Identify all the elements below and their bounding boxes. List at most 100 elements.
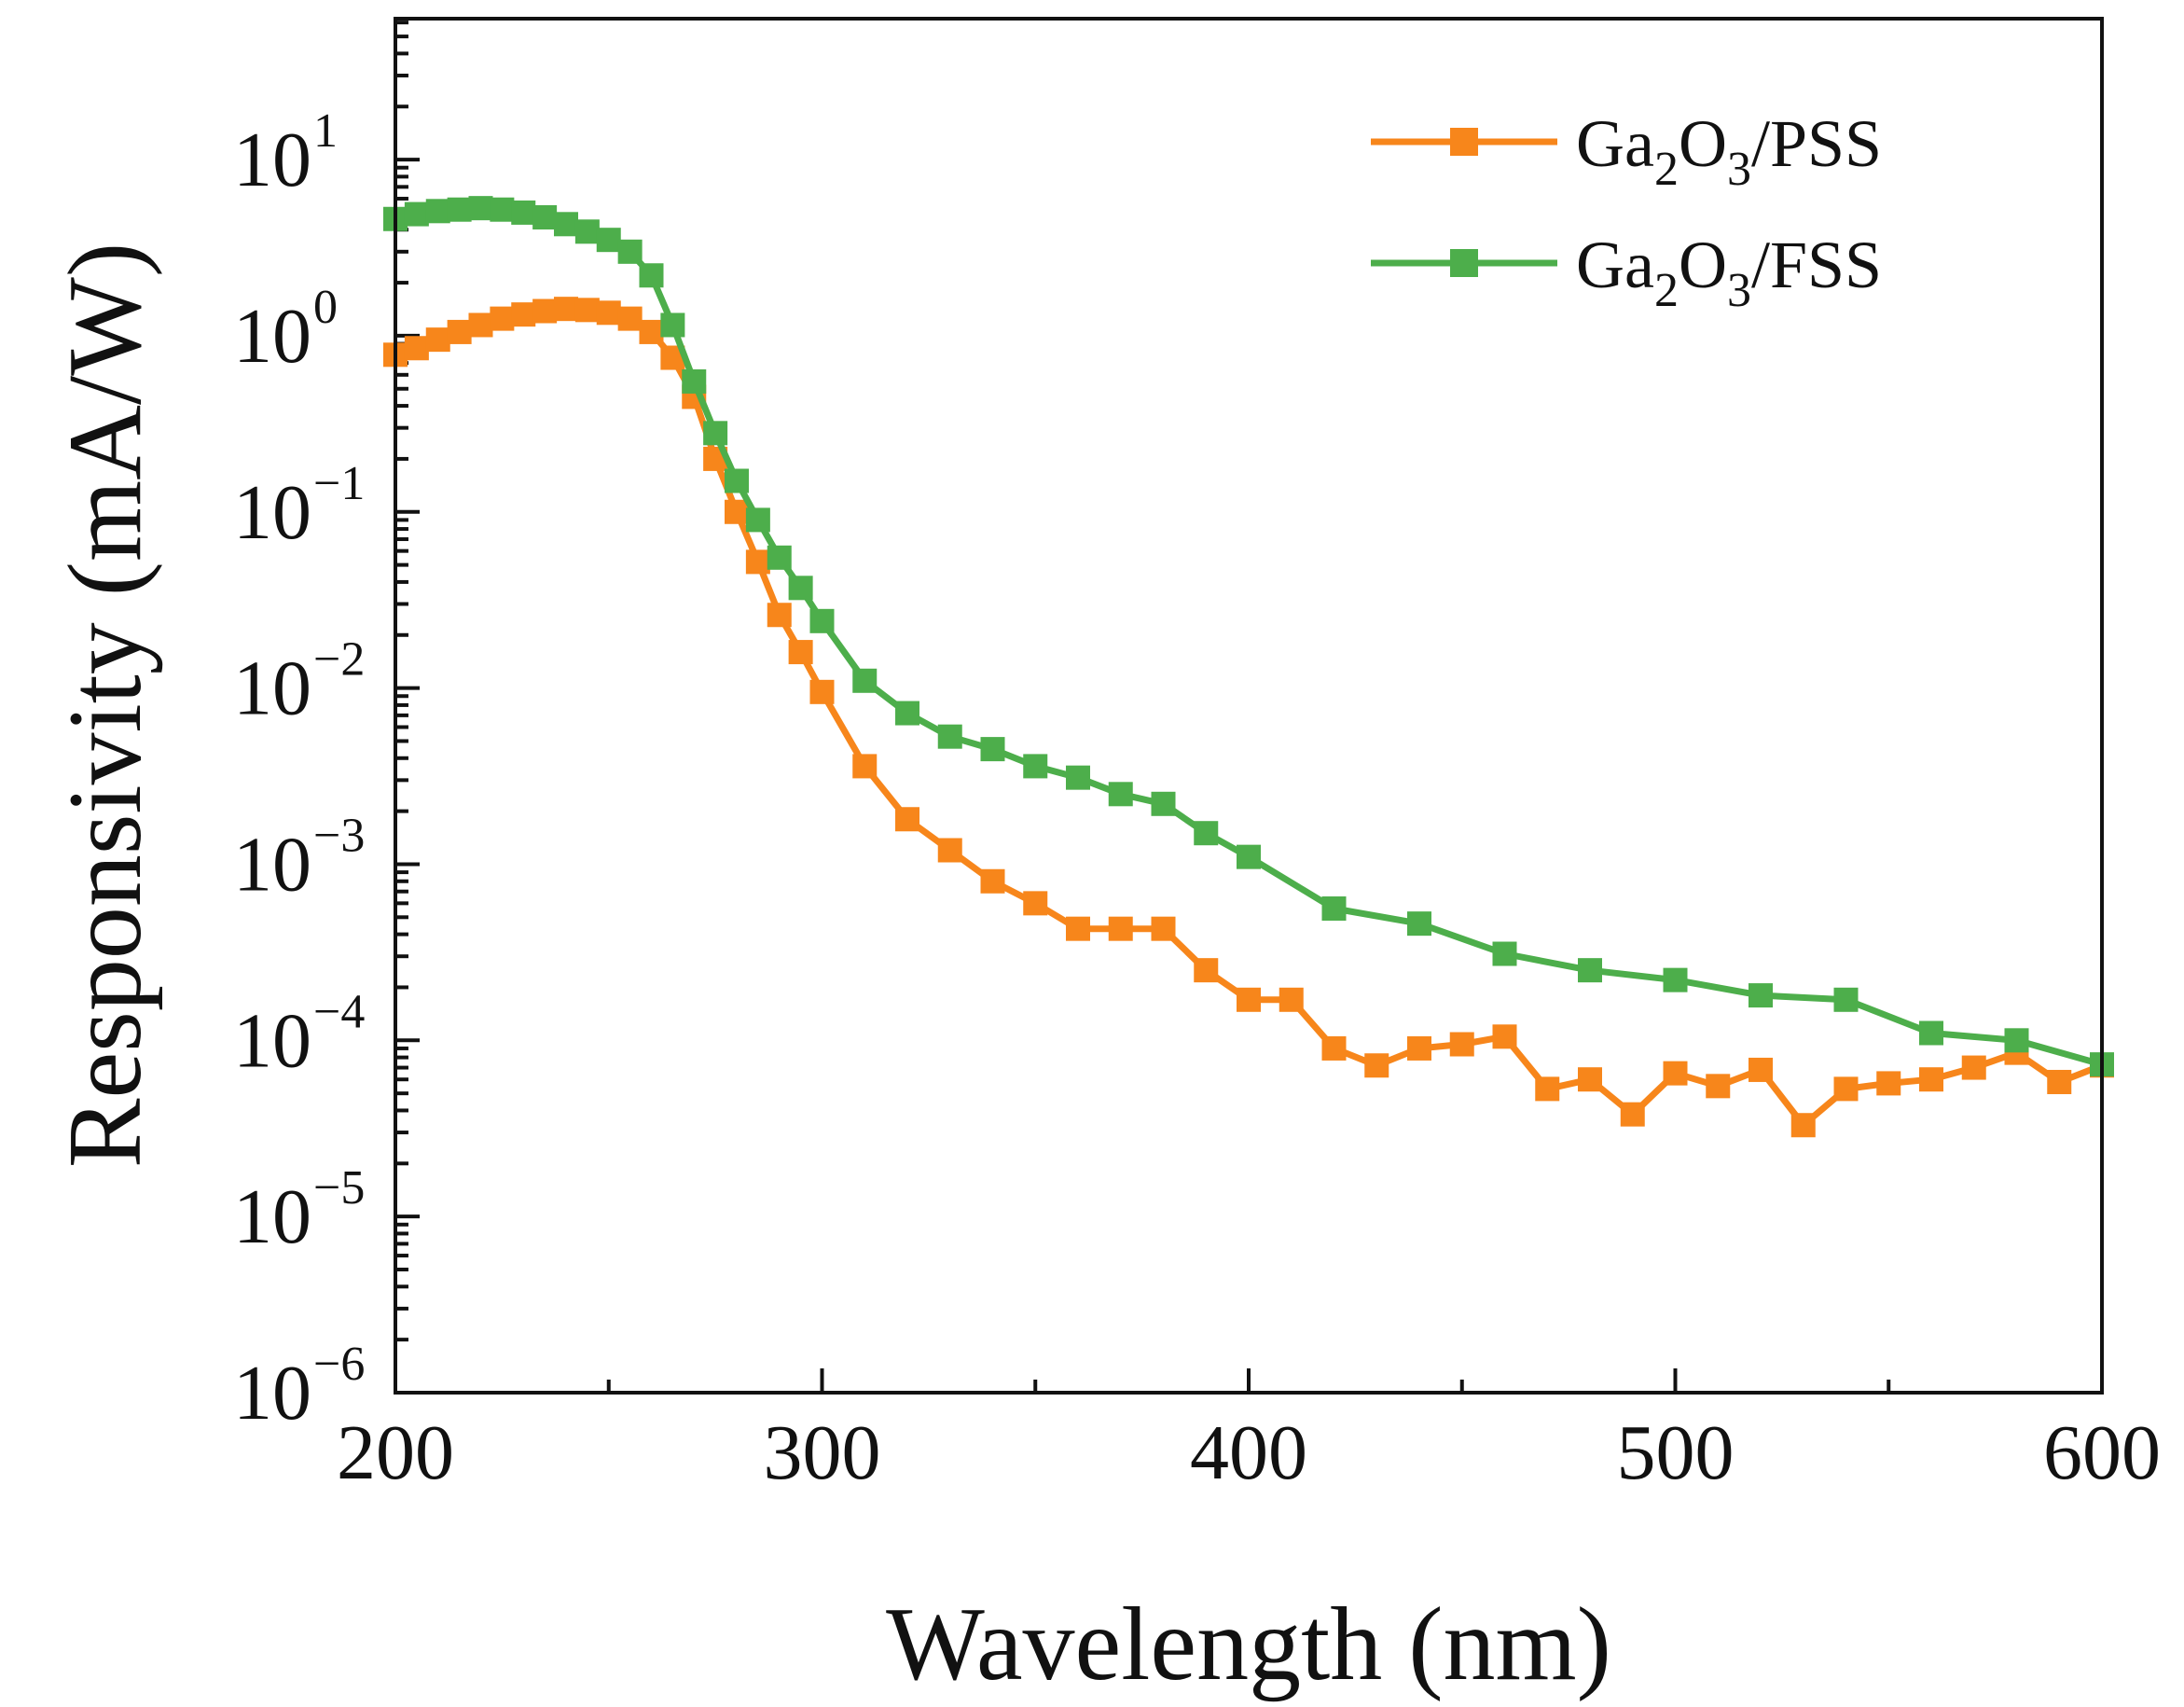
data-point: [574, 298, 600, 323]
data-point: [1066, 765, 1090, 790]
data-point: [725, 468, 749, 493]
data-point: [725, 499, 749, 524]
legend-label-subscript: 2: [1654, 264, 1679, 317]
data-point: [1961, 1055, 1986, 1080]
data-point: [1194, 821, 1219, 846]
data-point: [2047, 1069, 2072, 1094]
data-point: [1194, 958, 1219, 983]
y-tick-power: −2: [313, 633, 365, 687]
legend-marker: [1450, 249, 1478, 277]
y-tick-power: −3: [313, 809, 365, 862]
data-point: [574, 219, 600, 244]
data-point: [1407, 1035, 1431, 1061]
data-point: [1492, 1024, 1517, 1049]
data-point: [596, 228, 621, 253]
data-point: [490, 306, 515, 331]
data-point: [1578, 958, 1602, 983]
legend-label-part: Ga: [1576, 228, 1654, 302]
y-tick-label: 10: [233, 1350, 311, 1436]
data-point: [1790, 1113, 1816, 1138]
data-point: [447, 319, 472, 344]
legend-label-part: Ga: [1576, 106, 1654, 181]
data-point: [1108, 916, 1133, 941]
data-point: [767, 603, 792, 628]
data-point: [980, 868, 1005, 894]
data-point: [1876, 1071, 1901, 1096]
legend-item-pss: Ga2O3/PSS: [1371, 106, 1882, 196]
data-point: [1749, 1057, 1773, 1082]
y-tick-label: 10: [233, 293, 311, 380]
legend-label-subscript: 2: [1654, 143, 1679, 196]
labels-layer: 200 300 400 500 6001010101010101010−6−5−4−3−…: [233, 104, 2161, 1496]
data-point: [852, 668, 878, 693]
data-point: [554, 212, 578, 237]
y-tick-base: 10: [233, 821, 311, 908]
data-point: [745, 549, 770, 575]
data-point: [425, 327, 450, 353]
data-point: [1108, 782, 1133, 807]
data-point: [980, 737, 1005, 762]
data-point: [511, 302, 536, 327]
data-point: [2004, 1028, 2029, 1053]
legend-label-part: O: [1679, 106, 1727, 181]
data-point: [1151, 916, 1176, 941]
y-tick-power: 1: [313, 104, 338, 158]
y-axis-title: Responsivity (mA/W): [48, 243, 163, 1168]
x-tick-label: 300: [764, 1409, 881, 1496]
series-layer: [383, 196, 2114, 1138]
y-tick-label: 10: [233, 997, 311, 1084]
data-point: [937, 838, 962, 863]
data-point: [1066, 916, 1090, 941]
data-point: [596, 300, 621, 326]
plot-frame: [394, 17, 2104, 1395]
x-tick-label: 500: [1617, 1409, 1735, 1496]
data-point: [404, 336, 429, 361]
series-fss: [383, 196, 2114, 1077]
y-tick-label: 10: [233, 117, 311, 203]
data-point: [447, 197, 472, 222]
data-point: [1321, 896, 1347, 922]
data-point: [1620, 1102, 1645, 1127]
y-tick-label: 10: [233, 1173, 311, 1260]
data-point: [532, 298, 558, 324]
data-point: [895, 701, 919, 726]
y-tick-power: −6: [313, 1338, 365, 1391]
data-point: [468, 196, 493, 221]
data-point: [1321, 1035, 1347, 1061]
data-point: [745, 507, 770, 533]
x-tick-label: 600: [2043, 1409, 2161, 1496]
legend-label-part: /PSS: [1751, 106, 1882, 181]
data-point: [1749, 983, 1773, 1008]
data-point: [852, 754, 878, 779]
legend-label: Ga2O3/PSS: [1576, 106, 1882, 196]
data-point: [490, 197, 515, 222]
legend-item-fss: Ga2O3/FSS: [1371, 228, 1882, 317]
data-point: [617, 239, 643, 264]
y-tick-power: −5: [313, 1161, 365, 1214]
data-point: [554, 297, 578, 322]
y-tick-base: 10: [233, 293, 311, 380]
data-point: [404, 201, 429, 227]
x-tick-label: 400: [1190, 1409, 1307, 1496]
y-tick-power: −1: [313, 457, 365, 510]
data-point: [532, 204, 558, 229]
data-point: [809, 679, 835, 704]
data-point: [703, 421, 728, 446]
legend-label-subscript: 3: [1727, 143, 1751, 196]
y-tick-base: 10: [233, 645, 311, 732]
y-tick-power: 0: [313, 281, 338, 334]
y-tick-label: 10: [233, 821, 311, 908]
data-point: [895, 807, 919, 832]
data-point: [788, 640, 813, 665]
data-point: [468, 312, 493, 338]
legend-label-subscript: 3: [1727, 264, 1751, 317]
data-point: [788, 576, 813, 601]
data-point: [639, 319, 664, 344]
data-point: [1663, 967, 1688, 992]
data-point: [1279, 987, 1304, 1012]
data-point: [617, 306, 643, 331]
legend-label-part: /FSS: [1751, 228, 1882, 302]
legend-label-part: O: [1679, 228, 1727, 302]
